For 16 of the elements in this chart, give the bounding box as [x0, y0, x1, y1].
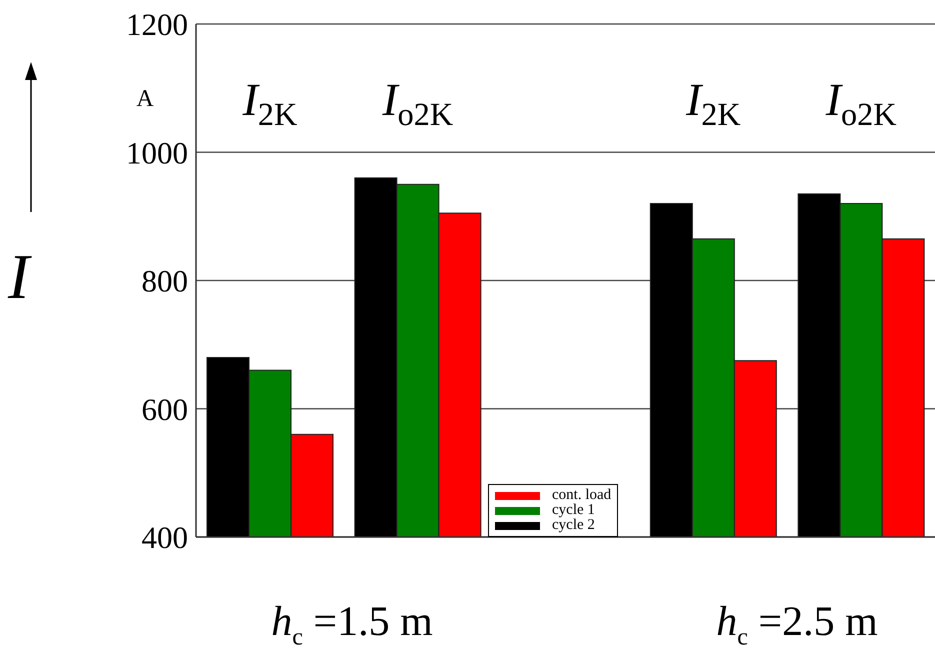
x-tick-label: I$_{2K}$	[684, 74, 741, 132]
y-axis-title: I	[8, 240, 30, 314]
y-tick-label: 800	[142, 264, 188, 299]
text: A	[136, 86, 154, 112]
y-tick-label: 1200	[126, 7, 188, 42]
y-tick-label: 1000	[126, 135, 188, 170]
y-tick-label: 600	[142, 392, 188, 427]
x-tick-label: I$_{o2K}$	[824, 74, 896, 132]
legend-label: cont. load	[552, 487, 612, 503]
y-tick-label: 400	[142, 520, 188, 556]
legend-label: cycle 1	[552, 502, 595, 518]
x-tick-label: I$_{2K}$	[242, 74, 298, 132]
text: h$_{c}$ =2.5 m	[716, 599, 878, 650]
legend-label: cycle 2	[552, 517, 595, 533]
text: h$_{c}$ =1.5 m	[271, 599, 433, 650]
x-tick-label: I$_{o2K}$	[381, 74, 454, 132]
